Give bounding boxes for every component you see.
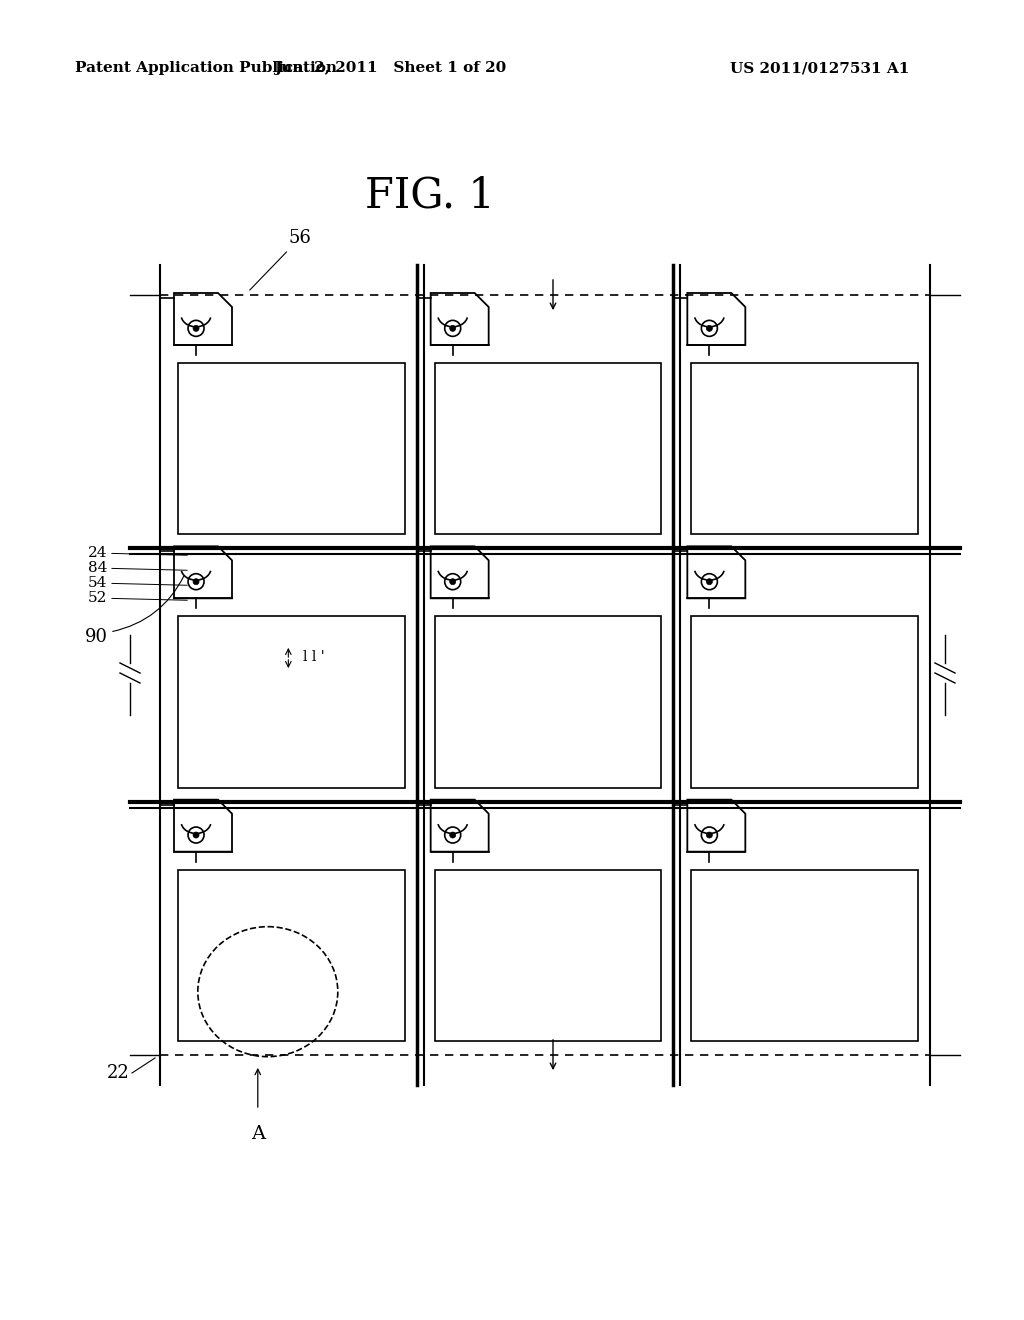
Text: US 2011/0127531 A1: US 2011/0127531 A1 bbox=[730, 61, 909, 75]
Circle shape bbox=[194, 578, 199, 585]
Text: l l ': l l ' bbox=[303, 649, 325, 664]
Circle shape bbox=[707, 325, 713, 331]
Text: A: A bbox=[251, 1125, 265, 1143]
Bar bbox=[434, 363, 662, 535]
Text: 56: 56 bbox=[289, 228, 311, 247]
Circle shape bbox=[194, 325, 199, 331]
Bar bbox=[691, 363, 918, 535]
Circle shape bbox=[450, 578, 456, 585]
Text: 24: 24 bbox=[87, 546, 106, 560]
Circle shape bbox=[450, 325, 456, 331]
Bar bbox=[691, 616, 918, 788]
Circle shape bbox=[450, 832, 456, 838]
Bar bbox=[178, 616, 404, 788]
Bar bbox=[434, 616, 662, 788]
Text: FIG. 1: FIG. 1 bbox=[366, 174, 495, 216]
Text: 90: 90 bbox=[85, 628, 108, 645]
Text: Jun. 2, 2011   Sheet 1 of 20: Jun. 2, 2011 Sheet 1 of 20 bbox=[273, 61, 506, 75]
Text: 52: 52 bbox=[88, 591, 106, 606]
Bar bbox=[691, 870, 918, 1041]
Bar bbox=[178, 363, 404, 535]
Text: 54: 54 bbox=[88, 577, 106, 590]
Text: Patent Application Publication: Patent Application Publication bbox=[75, 61, 337, 75]
Text: 22: 22 bbox=[108, 1064, 130, 1082]
Circle shape bbox=[707, 578, 713, 585]
Text: 84: 84 bbox=[88, 561, 106, 576]
Bar bbox=[434, 870, 662, 1041]
Bar bbox=[178, 870, 404, 1041]
Circle shape bbox=[194, 832, 199, 838]
Circle shape bbox=[707, 832, 713, 838]
